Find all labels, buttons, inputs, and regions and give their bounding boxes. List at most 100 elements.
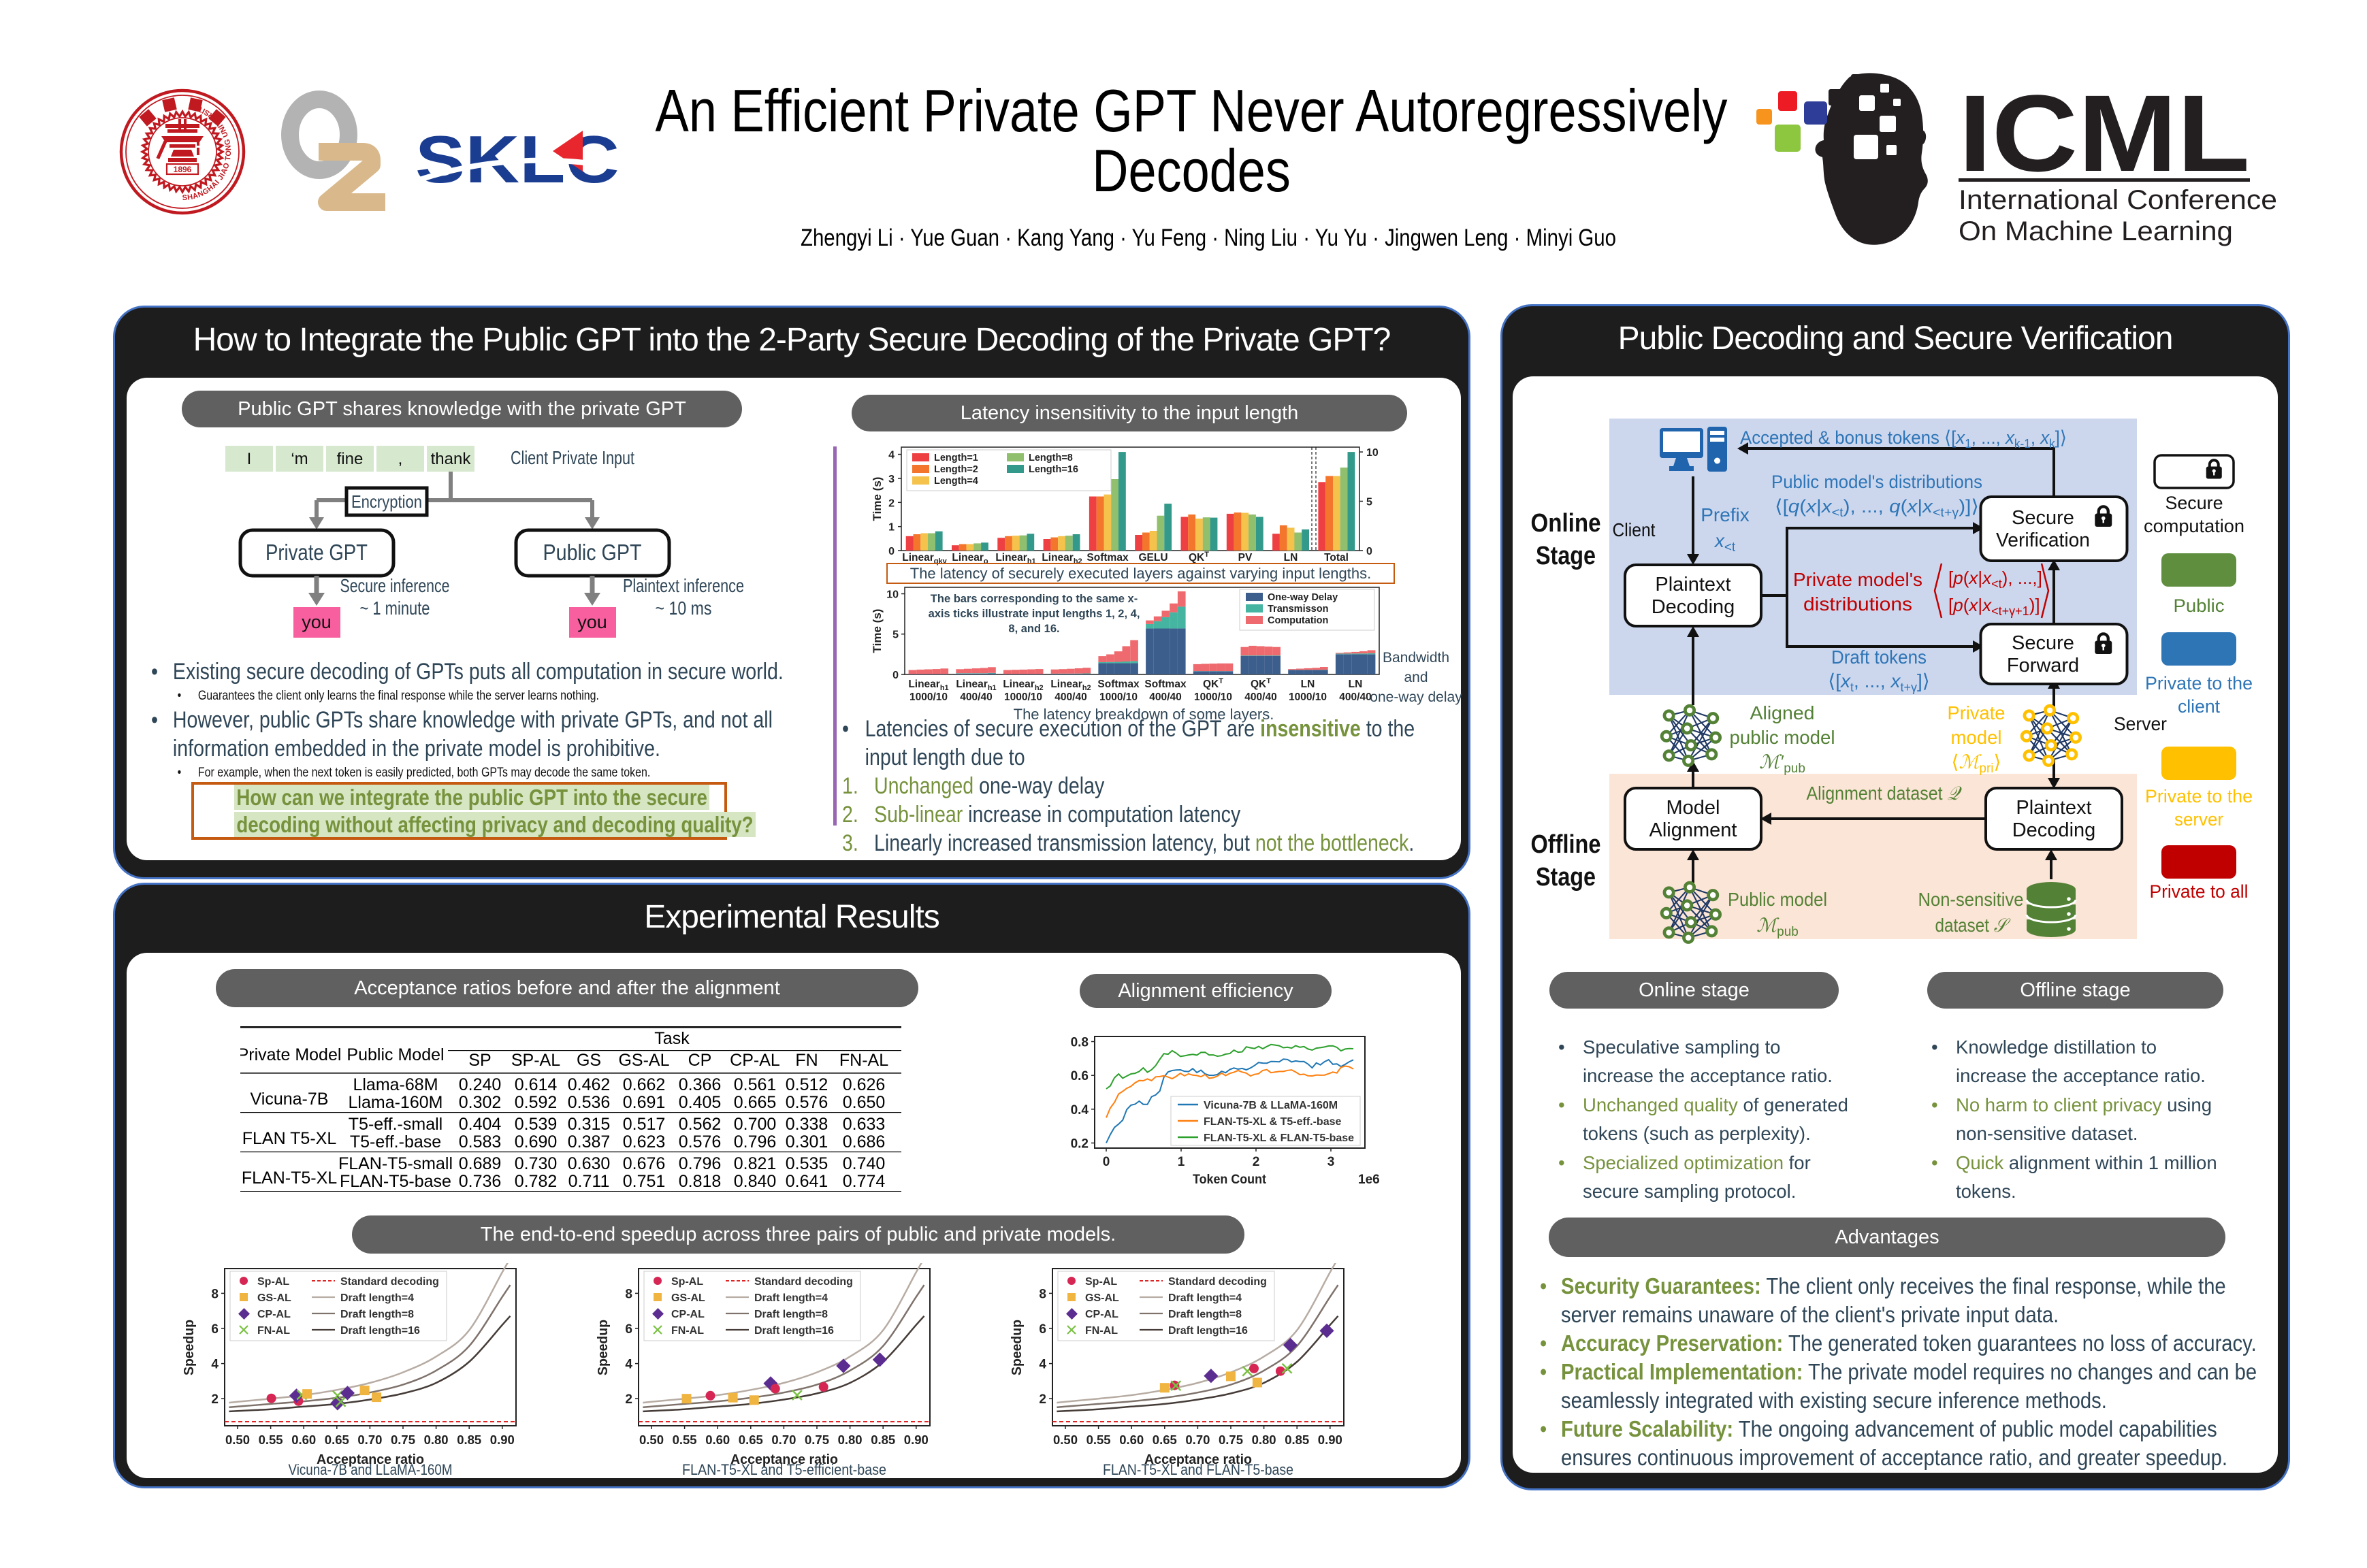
svg-text:Private to the: Private to the	[2145, 786, 2253, 806]
svg-text:Stage: Stage	[1536, 863, 1596, 892]
svg-text:~ 10 ms: ~ 10 ms	[656, 598, 712, 619]
svg-text:Stage: Stage	[1536, 542, 1596, 570]
svg-text:FLAN-T5-XL and FLAN-T5-base: FLAN-T5-XL and FLAN-T5-base	[1103, 1461, 1293, 1478]
svg-text:CP-AL: CP-AL	[730, 1051, 780, 1070]
svg-text:FLAN-T5-small: FLAN-T5-small	[338, 1154, 453, 1173]
svg-text:Sp-AL: Sp-AL	[257, 1276, 289, 1288]
svg-text:Secure: Secure	[2012, 507, 2074, 529]
svg-text:CP-AL: CP-AL	[671, 1309, 705, 1320]
svg-text:0.366: 0.366	[679, 1075, 722, 1094]
svg-text:FLAN-T5-XL and T5-efficient-ba: FLAN-T5-XL and T5-efficient-base	[682, 1461, 886, 1478]
svg-text:FLAN-T5-XL & T5-eff.-base: FLAN-T5-XL & T5-eff.-base	[1204, 1116, 1341, 1128]
svg-text:Linearh2: Linearh2	[1050, 679, 1091, 692]
svg-text:Softmax: Softmax	[1144, 679, 1187, 690]
svg-text:1000/10: 1000/10	[1194, 691, 1232, 703]
svg-text:0.90: 0.90	[490, 1433, 515, 1447]
svg-text:0.80: 0.80	[838, 1433, 863, 1447]
svg-text:,: ,	[398, 450, 403, 468]
svg-text:Draft tokens: Draft tokens	[1831, 647, 1927, 668]
svg-text:400/40: 400/40	[1149, 691, 1181, 703]
svg-text:0.60: 0.60	[291, 1433, 316, 1447]
svg-text:0: 0	[888, 546, 895, 557]
svg-text:FLAN-T5-XL & FLAN-T5-base: FLAN-T5-XL & FLAN-T5-base	[1204, 1132, 1354, 1144]
svg-text:Llama-160M: Llama-160M	[349, 1093, 443, 1112]
svg-text:SP: SP	[468, 1051, 491, 1070]
svg-text:Sp-AL: Sp-AL	[1085, 1276, 1117, 1288]
svg-text:Alignment: Alignment	[1649, 819, 1737, 841]
svg-text:Length=4: Length=4	[934, 476, 978, 487]
svg-text:distributions: distributions	[1803, 593, 1912, 615]
svg-text:0.6: 0.6	[1071, 1069, 1089, 1083]
svg-text:4: 4	[1039, 1358, 1046, 1372]
svg-text:0.711: 0.711	[568, 1172, 610, 1191]
svg-text:2: 2	[625, 1392, 632, 1407]
svg-text:⟨[xt, ..., xt+γ]⟩: ⟨[xt, ..., xt+γ]⟩	[1828, 670, 1929, 694]
svg-text:1000/10: 1000/10	[909, 691, 948, 703]
svg-text:Draft length=4: Draft length=4	[754, 1292, 828, 1304]
svg-text:0.55: 0.55	[673, 1433, 697, 1447]
svg-text:0.539: 0.539	[515, 1115, 558, 1134]
svg-text:4: 4	[625, 1358, 632, 1372]
svg-text:Time (s): Time (s)	[871, 609, 884, 653]
svg-text:PV: PV	[1238, 552, 1253, 564]
svg-text:8: 8	[625, 1287, 632, 1301]
svg-text:0.75: 0.75	[1219, 1433, 1243, 1447]
svg-text:0.633: 0.633	[843, 1115, 886, 1134]
svg-text:0.736: 0.736	[459, 1172, 502, 1191]
svg-text:0.583: 0.583	[459, 1132, 502, 1152]
svg-text:you: you	[577, 612, 607, 632]
svg-text:CP-AL: CP-AL	[257, 1309, 291, 1320]
svg-text:0.50: 0.50	[1053, 1433, 1078, 1447]
svg-text:Online: Online	[1531, 509, 1601, 538]
svg-text:400/40: 400/40	[1339, 691, 1371, 703]
svg-text:0.689: 0.689	[459, 1154, 502, 1173]
svg-text:0.50: 0.50	[639, 1433, 664, 1447]
svg-text:Token Count: Token Count	[1193, 1173, 1267, 1187]
svg-text:FN-AL: FN-AL	[671, 1325, 704, 1337]
svg-text:⟨ℳpri⟩: ⟨ℳpri⟩	[1952, 751, 2001, 776]
svg-text:Linearh1: Linearh1	[908, 679, 948, 692]
svg-text:2: 2	[1253, 1155, 1260, 1169]
svg-text:0.630: 0.630	[568, 1154, 611, 1173]
svg-text:Linearh1: Linearh1	[956, 679, 996, 692]
svg-text:0.405: 0.405	[679, 1093, 722, 1112]
svg-text:0.561: 0.561	[734, 1075, 777, 1094]
svg-text:0.55: 0.55	[259, 1433, 283, 1447]
svg-text:Prefix: Prefix	[1701, 504, 1750, 525]
svg-text:server: server	[2174, 809, 2223, 830]
svg-text:Encryption: Encryption	[351, 491, 422, 512]
svg-text:Vicuna-7B: Vicuna-7B	[251, 1090, 329, 1109]
svg-text:Decoding: Decoding	[2012, 819, 2096, 841]
svg-text:GS-AL: GS-AL	[1085, 1292, 1119, 1304]
svg-text:0.240: 0.240	[459, 1075, 502, 1094]
svg-text:GELU: GELU	[1138, 552, 1168, 564]
svg-text:Plaintext: Plaintext	[2016, 797, 2091, 819]
svg-text:Public: Public	[2174, 595, 2225, 616]
svg-text:0.404: 0.404	[459, 1115, 502, 1134]
svg-text:0.80: 0.80	[1252, 1433, 1276, 1447]
svg-text:0.85: 0.85	[457, 1433, 481, 1447]
svg-text:6: 6	[211, 1322, 219, 1337]
svg-text:5: 5	[1366, 497, 1372, 508]
svg-text:Server: Server	[2114, 713, 2167, 734]
svg-text:1000/10: 1000/10	[1289, 691, 1327, 703]
svg-text:Total: Total	[1324, 552, 1349, 564]
svg-text:0: 0	[1103, 1155, 1110, 1169]
svg-text:SP-AL: SP-AL	[511, 1051, 560, 1070]
svg-text:Speedup: Speedup	[1010, 1320, 1025, 1375]
svg-text:Public model: Public model	[1728, 889, 1827, 910]
svg-text:0.730: 0.730	[515, 1154, 558, 1173]
svg-text:FLAN-T5-XL: FLAN-T5-XL	[242, 1169, 337, 1188]
svg-text:FLAN-T5-base: FLAN-T5-base	[340, 1172, 451, 1191]
svg-text:Llama-68M: Llama-68M	[353, 1075, 438, 1094]
svg-text:QKT: QKT	[1189, 551, 1209, 564]
svg-text:0.90: 0.90	[1318, 1433, 1342, 1447]
svg-text:computation: computation	[2144, 516, 2244, 536]
svg-text:0: 0	[1366, 546, 1372, 557]
svg-text:Time (s): Time (s)	[871, 477, 884, 521]
svg-text:0.55: 0.55	[1086, 1433, 1111, 1447]
svg-text:Private model's: Private model's	[1793, 569, 1922, 590]
svg-text:FN-AL: FN-AL	[839, 1051, 888, 1070]
svg-text:0.80: 0.80	[424, 1433, 449, 1447]
svg-text:Draft length=16: Draft length=16	[754, 1325, 834, 1337]
